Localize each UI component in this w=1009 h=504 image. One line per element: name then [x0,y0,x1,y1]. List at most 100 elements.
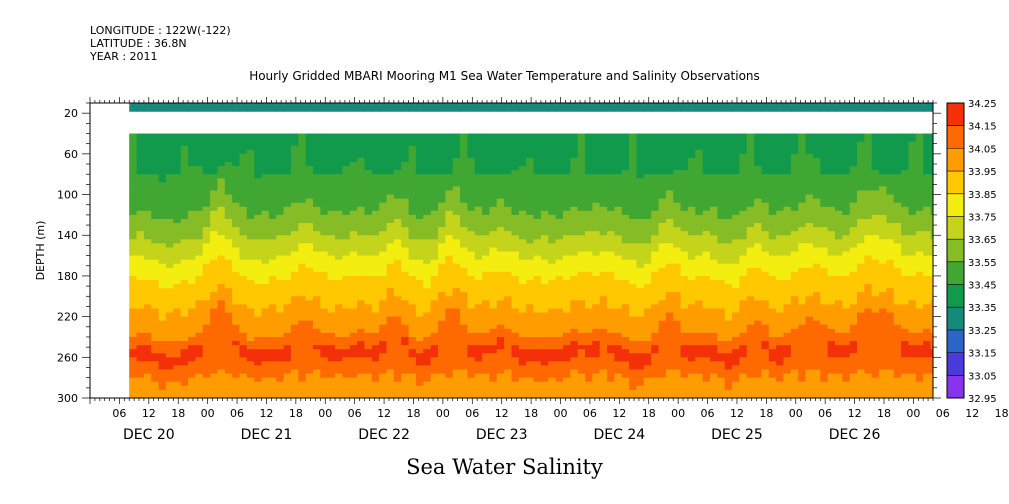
salinity-cell [320,328,329,334]
salinity-cell [540,202,549,208]
salinity-cell [261,194,270,200]
salinity-cell [195,218,204,224]
salinity-cell [423,353,432,358]
salinity-cell [217,259,226,265]
salinity-cell [320,202,329,208]
salinity-cell [665,300,674,306]
salinity-cell [482,275,491,281]
salinity-cell [423,263,432,269]
salinity-cell [327,247,336,253]
salinity-cell [379,178,388,183]
salinity-cell [335,345,344,350]
salinity-cell [202,107,211,112]
salinity-cell [460,320,468,326]
salinity-cell [188,141,196,147]
salinity-cell [651,288,660,293]
salinity-cell [305,259,314,265]
salinity-cell [239,255,248,261]
salinity-cell [327,304,336,310]
salinity-cell [607,320,616,326]
salinity-cell [158,349,167,354]
salinity-cell [636,247,645,253]
salinity-cell [430,149,439,155]
salinity-cell [261,361,270,367]
salinity-cell [460,145,468,151]
salinity-cell [489,202,498,208]
salinity-cell [474,332,483,338]
salinity-cell [246,267,255,273]
salinity-cell [320,107,329,112]
salinity-cell [357,292,366,297]
salinity-cell [393,170,402,175]
salinity-cell [136,365,145,371]
salinity-cell [621,149,630,155]
salinity-cell [658,153,667,159]
salinity-cell [489,235,498,240]
salinity-cell [430,231,439,236]
salinity-cell [460,345,468,350]
salinity-cell [202,214,211,220]
salinity-cell [239,223,248,228]
salinity-cell [555,332,564,338]
salinity-cell [607,255,616,261]
salinity-cell [298,332,307,338]
salinity-cell [474,284,483,289]
salinity-cell [202,170,211,175]
salinity-cell [379,353,388,358]
salinity-cell [268,166,277,171]
salinity-cell [423,210,432,216]
salinity-cell [415,190,424,196]
salinity-cell [496,149,505,155]
salinity-cell [430,377,439,383]
salinity-cell [371,157,380,163]
salinity-cell [327,328,336,334]
salinity-cell [349,186,358,192]
salinity-cell [261,336,270,342]
salinity-cell [599,206,608,212]
salinity-cell [386,263,395,269]
salinity-cell [239,162,248,167]
salinity-cell [504,280,513,285]
salinity-cell [158,389,167,395]
salinity-cell [629,214,638,220]
salinity-cell [143,206,152,212]
salinity-cell [364,227,373,232]
salinity-cell [408,353,417,358]
salinity-cell [305,206,314,212]
salinity-cell [188,308,196,314]
salinity-cell [643,349,652,354]
salinity-cell [217,194,226,200]
salinity-cell [224,141,233,147]
salinity-cell [254,292,263,297]
salinity-cell [173,141,182,147]
salinity-cell [335,292,344,297]
salinity-cell [518,296,527,301]
salinity-cell [386,231,395,236]
salinity-cell [188,365,196,371]
salinity-cell [342,284,351,289]
salinity-cell [452,377,461,383]
salinity-cell [467,231,476,236]
salinity-cell [195,247,204,253]
salinity-cell [136,288,145,293]
salinity-cell [276,393,285,398]
salinity-cell [540,218,549,224]
salinity-cell [371,247,380,253]
salinity-cell [357,107,366,112]
salinity-cell [276,137,285,143]
salinity-cell [437,328,446,334]
salinity-cell [562,389,571,395]
salinity-cell [342,365,351,371]
salinity-cell [548,194,557,200]
salinity-cell [577,312,586,318]
salinity-cell [665,218,674,224]
salinity-cell [290,349,299,354]
salinity-cell [496,186,505,192]
salinity-cell [129,288,138,293]
salinity-cell [460,341,468,346]
salinity-cell [614,288,623,293]
salinity-cell [335,373,344,379]
salinity-cell [129,178,138,183]
salinity-cell [298,267,307,273]
salinity-cell [158,247,167,253]
